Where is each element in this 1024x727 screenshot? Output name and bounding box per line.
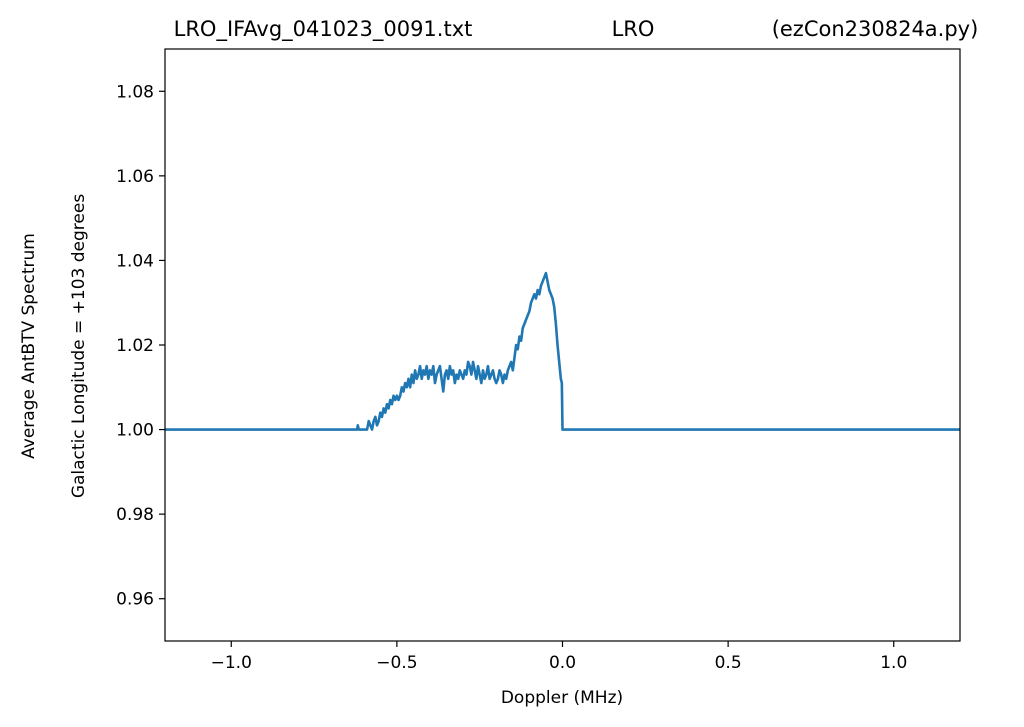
y-axis-label-line1: Average AntBTV Spectrum (19, 233, 39, 459)
y-tick-label: 1.08 (116, 82, 154, 102)
y-axis: 0.96 0.98 1.00 1.02 1.04 1.06 1.08 (116, 82, 165, 610)
x-tick-label: 0.0 (549, 653, 576, 673)
plot-frame (164, 48, 961, 642)
chart-title-left: LRO_IFAvg_041023_0091.txt (174, 17, 473, 42)
x-axis-label: Doppler (MHz) (501, 688, 623, 708)
x-tick-label: −0.5 (376, 653, 417, 673)
x-axis: −1.0 −0.5 0.0 0.5 1.0 (211, 641, 907, 673)
series-line (165, 271, 960, 431)
x-tick-label: 1.0 (880, 653, 907, 673)
y-axis-label-line2: Galactic Longitude = +103 degrees (69, 194, 89, 498)
y-tick-label: 1.06 (116, 167, 154, 187)
y-tick-label: 1.02 (116, 336, 154, 356)
x-tick-label: −1.0 (211, 653, 252, 673)
chart-title-right: (ezCon230824a.py) (772, 17, 979, 41)
y-tick-label: 0.96 (116, 590, 154, 610)
y-tick-label: 0.98 (116, 505, 154, 525)
x-tick-label: 0.5 (715, 653, 742, 673)
y-tick-label: 1.04 (116, 251, 154, 271)
y-tick-label: 1.00 (116, 421, 154, 441)
plot-area (165, 271, 960, 431)
chart-title-center: LRO (612, 17, 655, 41)
